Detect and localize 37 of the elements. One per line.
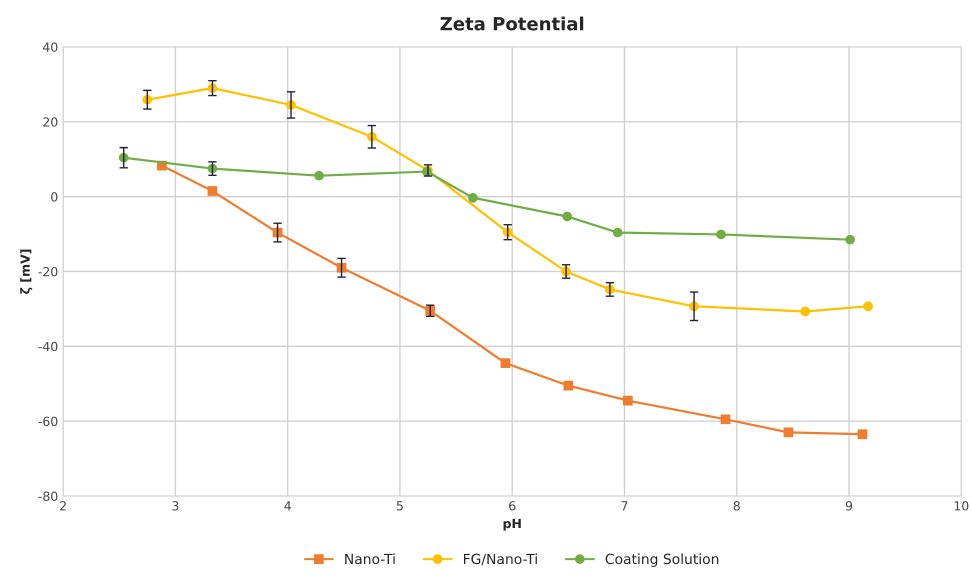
legend-label: Nano-Ti [345, 553, 395, 564]
x-axis-title: pH [504, 518, 521, 531]
x-tick-label: 4 [284, 501, 291, 510]
x-tick-label: 6 [509, 501, 516, 511]
x-tick-label: 3 [172, 501, 178, 511]
point [500, 358, 510, 368]
y-tick-label: 20 [43, 117, 58, 127]
legend-label: Coating Solution [606, 553, 718, 567]
legend-label: FG/Nano-Ti [464, 553, 537, 566]
point [863, 301, 873, 312]
point [720, 414, 730, 424]
point [784, 428, 794, 438]
point [622, 396, 633, 406]
y-tick-label: -20 [38, 266, 58, 276]
x-tick-label: 9 [846, 501, 852, 511]
point [858, 429, 868, 440]
x-tick-label: 8 [734, 501, 740, 511]
point [314, 170, 324, 181]
point [612, 228, 623, 238]
chart-title: Zeta Potential [440, 16, 584, 31]
y-tick-label: -80 [38, 491, 58, 501]
point [845, 234, 855, 245]
x-tick-label: 5 [396, 501, 403, 511]
y-tick-label: -60 [38, 416, 58, 426]
y-tick-label: -40 [38, 342, 58, 352]
point [562, 212, 572, 222]
point [208, 186, 218, 196]
x-tick-label: 7 [622, 501, 628, 510]
point [716, 230, 726, 240]
x-tick-label: 2 [60, 501, 66, 510]
x-tick-label: 10 [954, 501, 968, 511]
y-tick-label: 40 [42, 42, 58, 52]
y-tick-label: 0 [51, 192, 58, 202]
point [800, 306, 810, 316]
y-axis-title: ζ [mV] [20, 250, 32, 294]
point [563, 380, 574, 390]
point [468, 192, 478, 203]
